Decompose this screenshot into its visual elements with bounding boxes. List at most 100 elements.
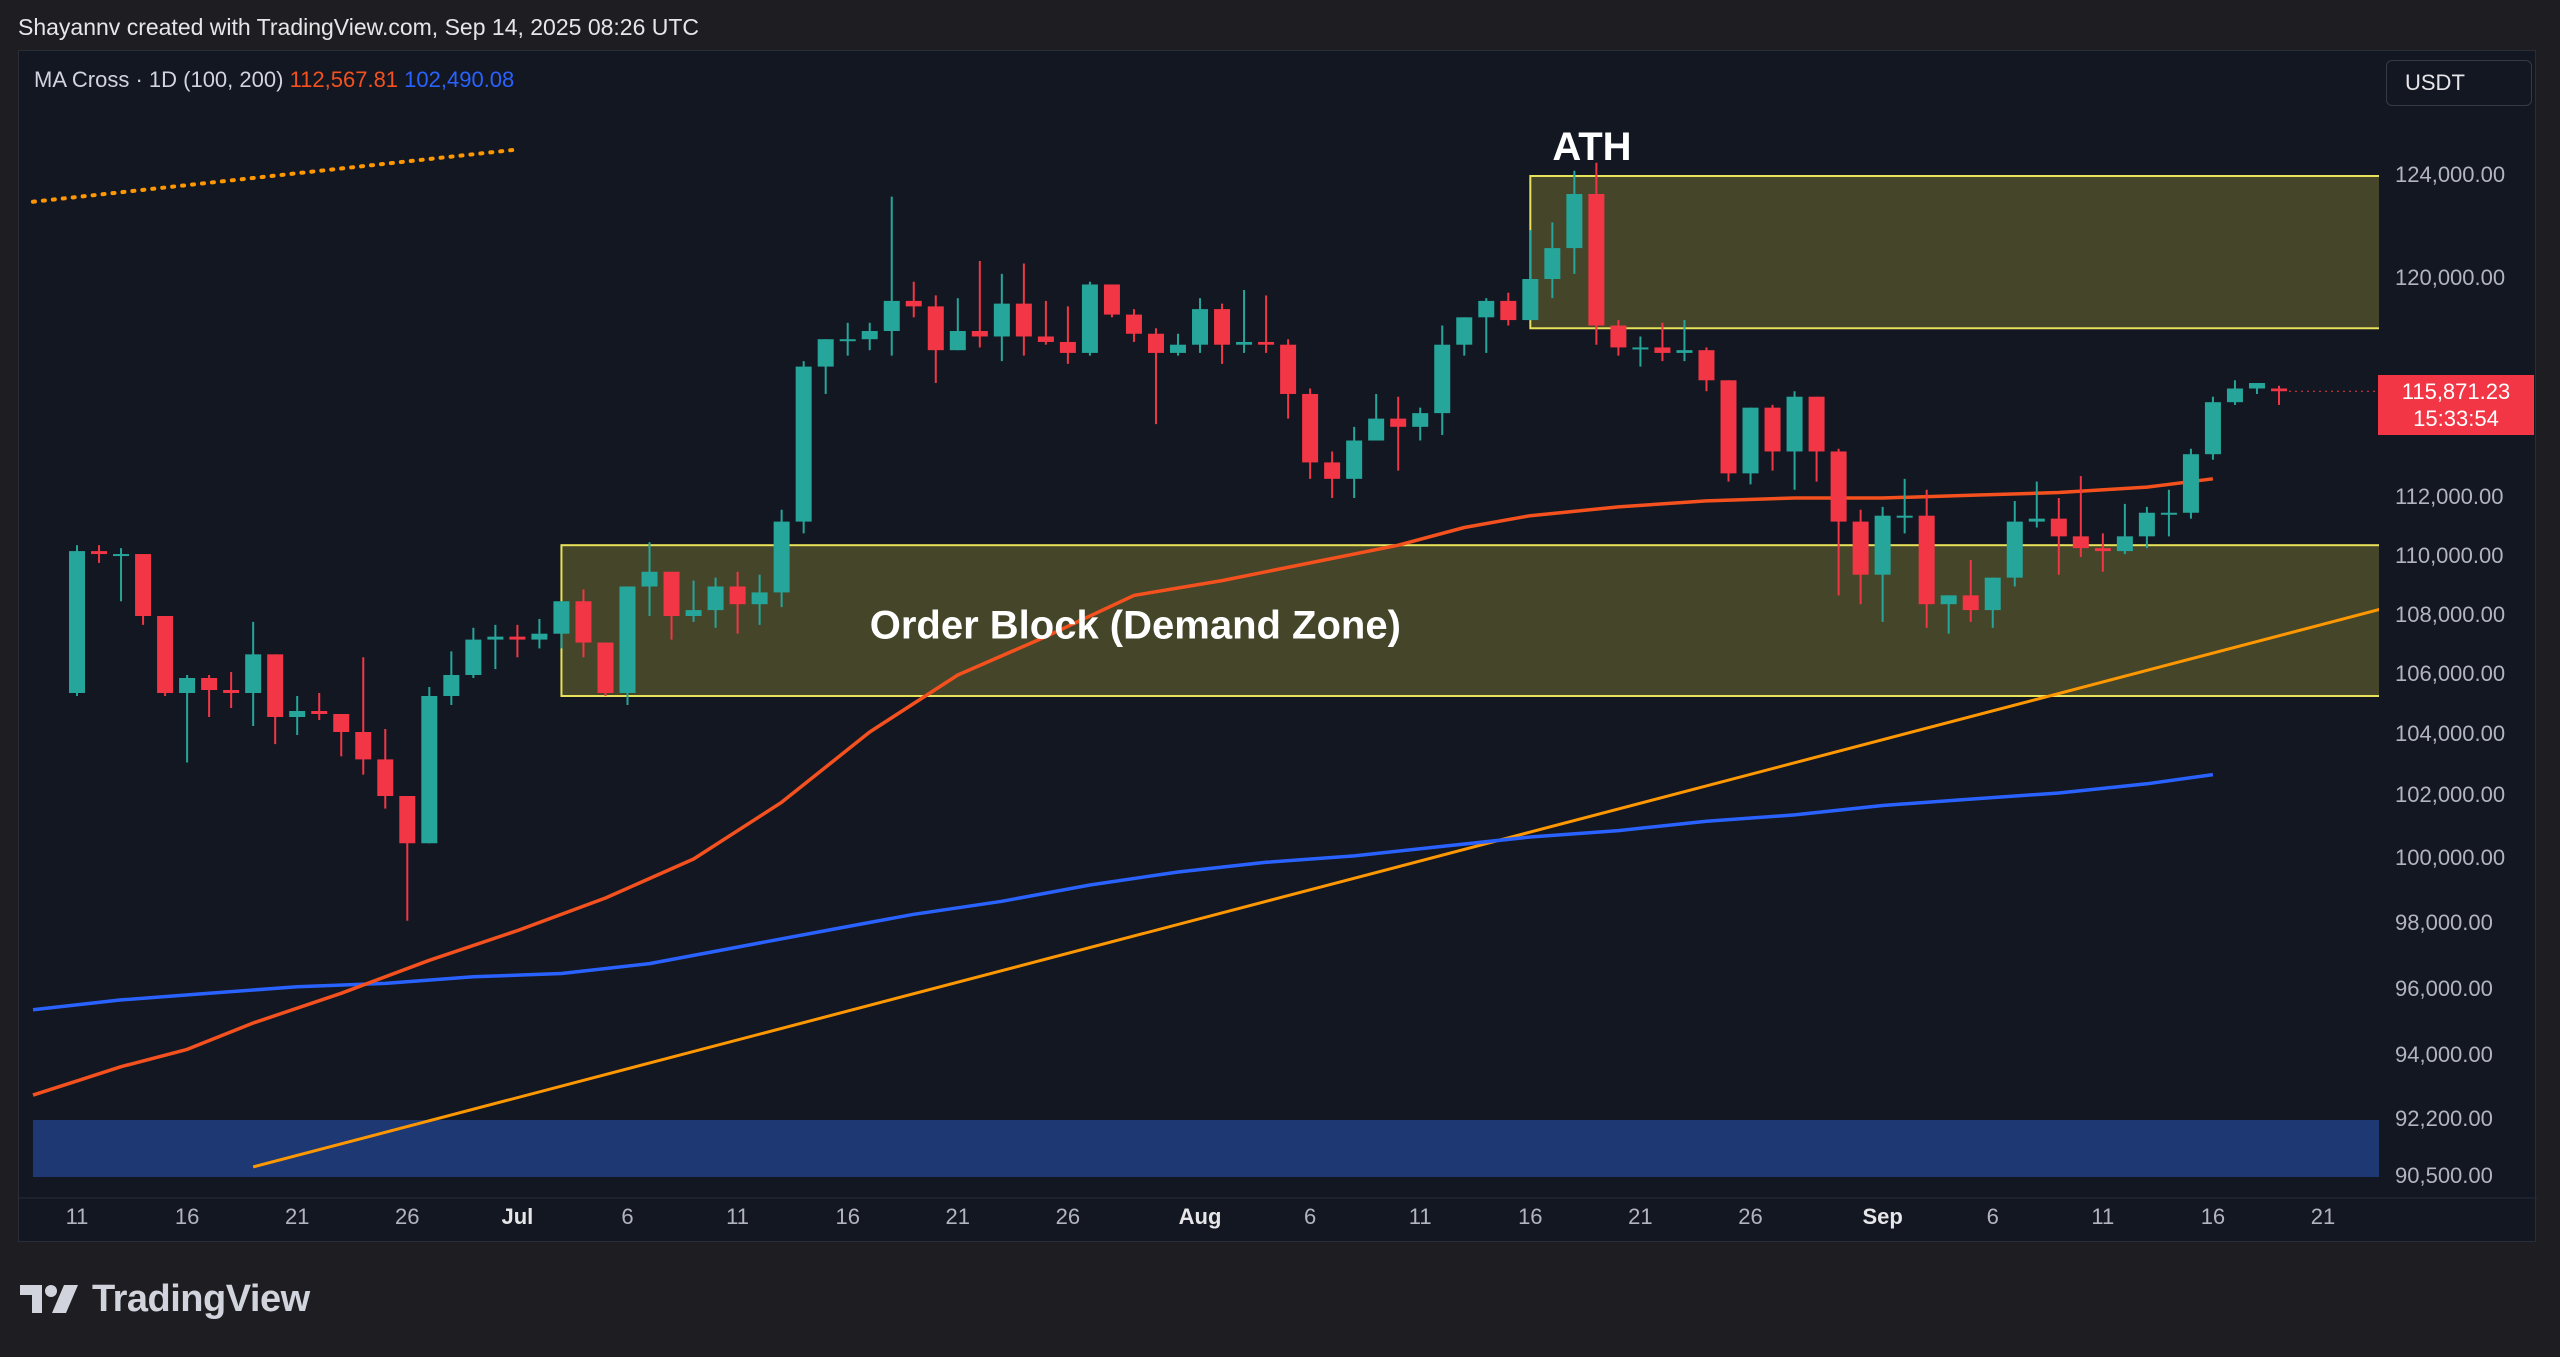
- candle-body: [1896, 515, 1913, 518]
- candle: [905, 281, 922, 318]
- candle-body: [1214, 309, 1231, 345]
- time-tick-label: 16: [2201, 1204, 2225, 1229]
- indicator-legend[interactable]: MA Cross · 1D (100, 200) 112,567.81 102,…: [34, 67, 514, 93]
- candle: [839, 322, 856, 356]
- candle: [1544, 222, 1561, 299]
- candle-body: [2050, 518, 2067, 537]
- brand-logo[interactable]: TradingView: [20, 1274, 310, 1324]
- candle: [465, 627, 482, 678]
- candle: [2248, 383, 2265, 394]
- time-tick-label: 11: [66, 1204, 89, 1229]
- candle: [1081, 281, 1098, 356]
- candle: [1125, 309, 1142, 342]
- candle-body: [575, 601, 592, 643]
- candle: [1434, 325, 1451, 436]
- candle-body: [135, 554, 152, 616]
- candle: [443, 651, 460, 705]
- candle-body: [2204, 402, 2221, 455]
- candle-body: [2248, 383, 2265, 389]
- candle-body: [1544, 248, 1561, 279]
- candle: [1962, 559, 1979, 622]
- candle: [2204, 396, 2221, 460]
- price-tick-label: 106,000.00: [2395, 661, 2505, 686]
- time-tick-label: 21: [2311, 1204, 2335, 1229]
- candle: [861, 322, 878, 351]
- candle-body: [2094, 548, 2111, 552]
- price-tick-label: 100,000.00: [2395, 845, 2505, 870]
- candle: [2028, 481, 2045, 528]
- candle-body: [1081, 284, 1098, 353]
- candle: [707, 577, 724, 628]
- candle: [1280, 339, 1297, 419]
- candle: [1742, 407, 1759, 485]
- candle: [751, 574, 768, 625]
- candle-body: [289, 711, 306, 717]
- chart-panel[interactable]: ATH Order Block (Demand Zone) 124,000.00 12…: [18, 50, 2537, 1243]
- candle: [1214, 303, 1231, 364]
- time-tick-label: 6: [1304, 1204, 1316, 1229]
- candle: [1720, 380, 1737, 482]
- time-tick-label: 16: [175, 1204, 199, 1229]
- candle: [201, 675, 218, 717]
- candle: [1676, 320, 1693, 362]
- candle: [333, 714, 350, 757]
- candle: [1500, 292, 1517, 326]
- time-tick-label: Aug: [1179, 1204, 1222, 1229]
- candle-body: [91, 551, 108, 555]
- candle: [795, 361, 812, 534]
- time-tick-label: 26: [395, 1204, 419, 1229]
- candle-body: [531, 633, 548, 640]
- candle-body: [1632, 347, 1649, 350]
- candle-body: [597, 642, 614, 693]
- price-tick-label: 120,000.00: [2395, 265, 2505, 290]
- candle-body: [2028, 518, 2045, 522]
- candle-body: [509, 636, 526, 640]
- candle-body: [1059, 341, 1076, 353]
- candle: [2050, 498, 2067, 575]
- candle-body: [1742, 407, 1759, 474]
- candle: [1346, 426, 1363, 498]
- candle-body: [619, 586, 636, 693]
- candle-body: [1015, 303, 1032, 337]
- candle-body: [1478, 300, 1495, 318]
- candle-body: [729, 586, 746, 605]
- candle: [1852, 509, 1869, 605]
- time-tick-label: 26: [1738, 1204, 1762, 1229]
- dotted-trendline: [30, 147, 520, 204]
- candle-body: [685, 610, 702, 616]
- candle: [1698, 347, 1715, 392]
- candle-body: [663, 571, 680, 616]
- candle-body: [1368, 418, 1385, 441]
- order-block-zone: [560, 544, 2379, 698]
- candle: [1522, 230, 1539, 321]
- candle: [641, 542, 658, 616]
- time-tick-label: 21: [946, 1204, 970, 1229]
- candle: [1258, 295, 1275, 353]
- candle-body: [1764, 407, 1781, 452]
- candle-body: [1874, 515, 1891, 575]
- candle: [729, 571, 746, 634]
- candle-body: [2116, 536, 2133, 552]
- candle: [487, 624, 504, 670]
- price-tick-label: 90,500.00: [2395, 1163, 2493, 1188]
- candle: [1368, 393, 1385, 441]
- time-tick-label: 16: [1518, 1204, 1542, 1229]
- candle: [1984, 577, 2001, 628]
- time-tick-label: 6: [1987, 1204, 1999, 1229]
- candle-body: [421, 696, 438, 844]
- price-tick-label: 96,000.00: [2395, 976, 2493, 1001]
- candle-body: [223, 690, 240, 693]
- bar-countdown: 15:33:54: [2413, 406, 2499, 431]
- candle: [311, 693, 328, 720]
- candle: [223, 672, 240, 708]
- currency-button[interactable]: USDT: [2386, 60, 2532, 106]
- candle: [1654, 322, 1671, 362]
- candle: [1764, 404, 1781, 471]
- candles: [69, 162, 2287, 921]
- candle-body: [267, 654, 284, 717]
- candle: [971, 260, 988, 348]
- candle-body: [2182, 454, 2199, 513]
- candle-body: [399, 796, 416, 844]
- time-tick-label: 16: [835, 1204, 859, 1229]
